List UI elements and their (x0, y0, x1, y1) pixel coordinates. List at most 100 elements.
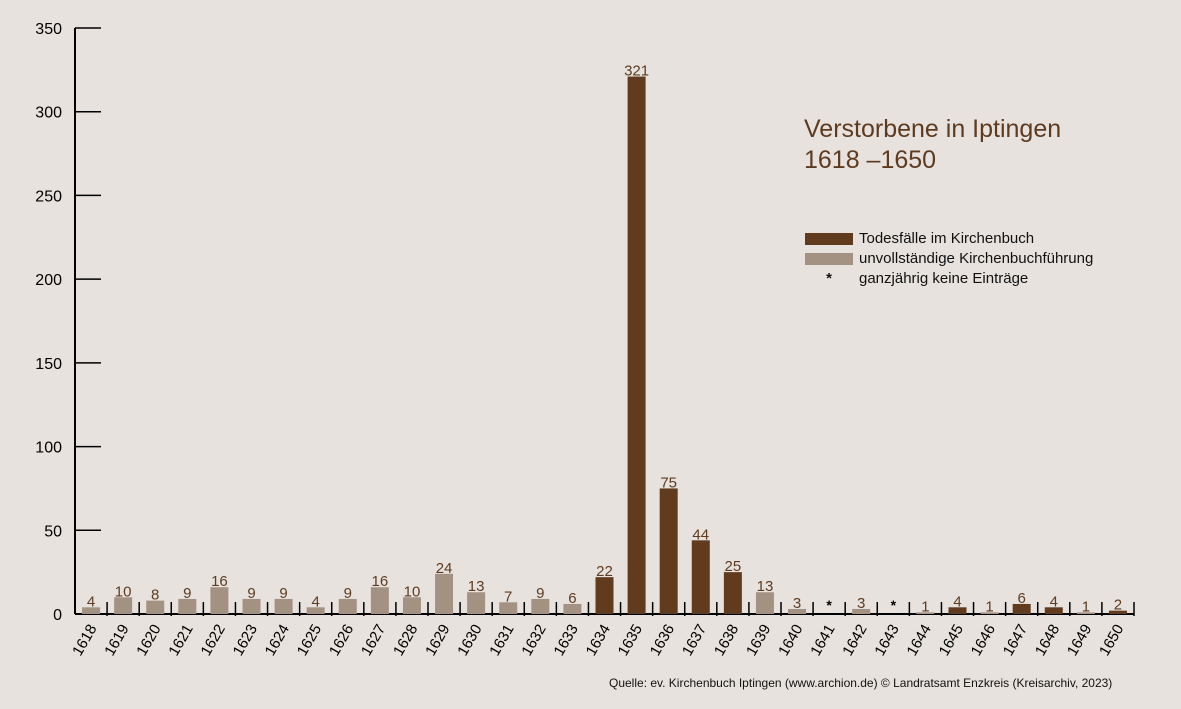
bar-1650 (1108, 610, 1127, 614)
x-tick-label-1622: 1622 (197, 622, 228, 659)
x-tick-label-1649: 1649 (1064, 622, 1095, 659)
data-label-1639: 13 (757, 578, 774, 595)
chart-axes: 0 50 100 150 200 250 300 350 (35, 21, 1135, 624)
x-tick-label-1634: 1634 (583, 622, 614, 659)
legend-swatch-complete (805, 232, 853, 245)
bar-1620 (146, 600, 165, 614)
x-tick-label-1643: 1643 (871, 622, 902, 659)
data-label-1629: 24 (436, 560, 453, 577)
chart-title-line2: 1618 –1650 (804, 146, 937, 174)
bar-1622 (210, 587, 229, 614)
data-label-1635: 321 (624, 63, 649, 80)
bar-1632 (531, 598, 550, 614)
data-label-1646: 1 (985, 598, 993, 615)
data-label-1618: 4 (87, 593, 95, 610)
legend-label-complete: Todesfälle im Kirchenbuch (859, 230, 1035, 247)
bar-1625 (306, 607, 325, 614)
x-tick-label-1642: 1642 (839, 622, 870, 659)
legend-item-complete: Todesfälle im Kirchenbuch (805, 229, 1093, 248)
bar-1644 (916, 612, 935, 614)
y-tick-label: 200 (35, 272, 62, 289)
bar-1628 (402, 597, 421, 614)
bar-1618 (82, 607, 101, 614)
data-label-1638: 25 (725, 558, 742, 575)
y-tick-label: 0 (53, 607, 62, 624)
legend: Todesfälle im Kirchenbuch unvollständige… (805, 229, 1093, 289)
data-label-1642: 3 (857, 595, 865, 612)
legend-swatch-incomplete (805, 252, 853, 265)
data-label-1644: 1 (921, 598, 929, 615)
legend-item-no-entries: * ganzjährig keine Einträge (805, 269, 1093, 288)
data-label-1636: 75 (660, 474, 677, 491)
x-tick-label-1640: 1640 (775, 622, 806, 659)
bar-1638 (723, 572, 742, 614)
x-tick-label-1629: 1629 (422, 622, 453, 659)
y-tick-label: 50 (44, 523, 62, 540)
x-tick-label-1646: 1646 (968, 621, 999, 658)
bar-1634 (595, 577, 614, 614)
y-tick-label: 350 (35, 21, 62, 38)
data-label-1623: 9 (247, 585, 255, 602)
source-note: Quelle: ev. Kirchenbuch Iptingen (www.ar… (609, 676, 1113, 690)
y-tick-label: 100 (35, 440, 62, 457)
data-label-1633: 6 (568, 590, 576, 607)
x-tick-label-1636: 1636 (647, 622, 678, 659)
bar-1645 (948, 607, 967, 614)
chart-title: Verstorbene in Iptingen 1618 –1650 (804, 114, 1061, 176)
data-label-1620: 8 (151, 587, 159, 604)
data-label-1650: 2 (1114, 597, 1122, 614)
x-tick-label-1650: 1650 (1096, 622, 1127, 659)
y-tick-label: 300 (35, 105, 62, 122)
x-tick-label-1648: 1648 (1032, 622, 1063, 659)
x-tick-label-1644: 1644 (903, 622, 934, 659)
x-tick-label-1631: 1631 (486, 622, 517, 659)
x-tick-label-1641: 1641 (807, 622, 838, 659)
data-label-1637: 44 (692, 526, 709, 543)
x-tick-label-1630: 1630 (454, 622, 485, 659)
bar-1649 (1076, 612, 1095, 614)
x-tick-label-1620: 1620 (133, 622, 164, 659)
x-tick-label-1621: 1621 (165, 622, 196, 659)
bar-1642 (852, 608, 871, 614)
bar-1639 (755, 592, 774, 614)
bar-1621 (178, 598, 197, 614)
x-tick-label-1647: 1647 (1000, 622, 1031, 659)
data-label-1628: 10 (404, 583, 421, 600)
x-tick-label-1624: 1624 (262, 622, 293, 659)
x-tick-label-1632: 1632 (518, 622, 549, 659)
bar-1630 (467, 592, 486, 614)
bar-1623 (242, 598, 261, 614)
bar-1626 (338, 598, 357, 614)
bar-1624 (274, 598, 293, 614)
x-tick-label-1645: 1645 (936, 622, 967, 659)
data-label-1643: * (891, 597, 897, 613)
bar-1637 (691, 540, 710, 614)
bar-1647 (1012, 603, 1031, 614)
y-tick-label: 250 (35, 188, 62, 205)
x-tick-label-1635: 1635 (615, 622, 646, 659)
chart-title-line1: Verstorbene in Iptingen (804, 115, 1062, 143)
x-tick-label-1618: 1618 (69, 622, 100, 659)
x-tick-label-1628: 1628 (390, 622, 421, 659)
x-tick-label-1638: 1638 (711, 622, 742, 659)
data-label-1634: 22 (596, 563, 613, 580)
bar-1619 (114, 597, 133, 614)
chart-bars (82, 76, 1127, 615)
data-label-1622: 16 (211, 573, 228, 590)
bar-1640 (788, 608, 807, 614)
x-tick-label-1626: 1626 (326, 622, 357, 659)
data-label-1645: 4 (953, 593, 961, 610)
data-label-1626: 9 (344, 585, 352, 602)
bar-1631 (499, 602, 518, 614)
x-tick-label-1639: 1639 (743, 622, 774, 659)
data-label-1647: 6 (1018, 590, 1026, 607)
data-label-1641: * (826, 597, 832, 613)
legend-label-no-entries: ganzjährig keine Einträge (859, 270, 1029, 287)
bar-1635 (627, 76, 646, 615)
data-label-1625: 4 (312, 593, 320, 610)
legend-item-incomplete: unvollständige Kirchenbuchführung (805, 249, 1093, 268)
data-label-1648: 4 (1050, 593, 1058, 610)
data-label-1627: 16 (372, 573, 389, 590)
data-label-1624: 9 (279, 585, 287, 602)
